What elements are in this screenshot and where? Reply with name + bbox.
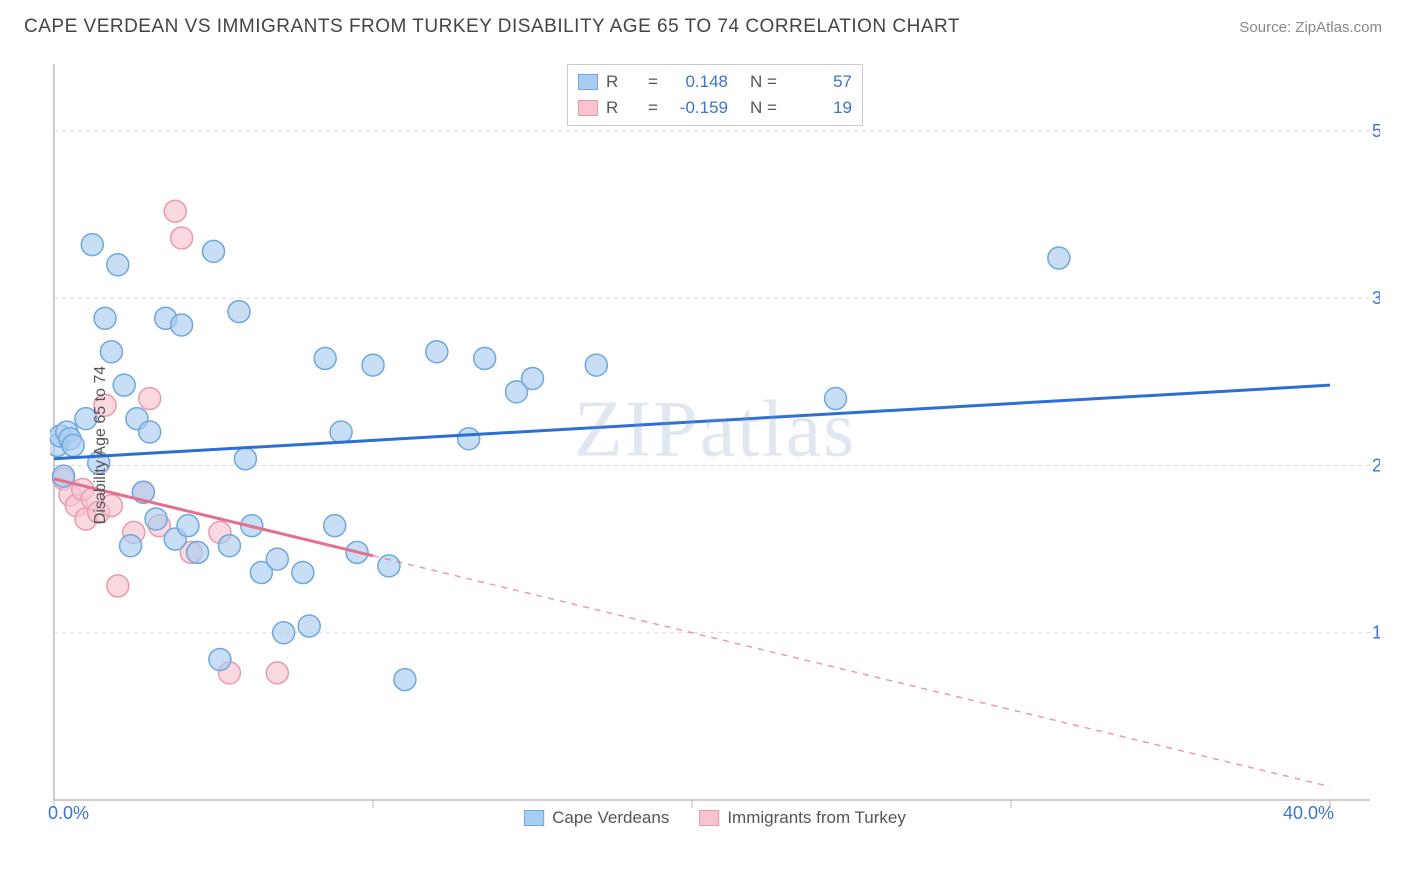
legend-item-pink: Immigrants from Turkey: [699, 808, 906, 828]
legend-label-blue: Cape Verdeans: [552, 808, 669, 828]
svg-text:37.5%: 37.5%: [1372, 288, 1380, 308]
series-legend: Cape Verdeans Immigrants from Turkey: [524, 808, 906, 828]
chart-title: CAPE VERDEAN VS IMMIGRANTS FROM TURKEY D…: [24, 16, 960, 38]
source-attribution: Source: ZipAtlas.com: [1239, 19, 1382, 36]
legend-swatch-pink-icon: [699, 810, 719, 826]
scatter-plot-svg: 12.5% 25.0% 37.5% 50.0%: [50, 60, 1380, 830]
y-axis-label: Disability Age 65 to 74: [92, 366, 110, 524]
n-value-blue: 57: [792, 69, 852, 95]
legend-swatch-blue: [578, 74, 598, 90]
r-value-blue: 0.148: [668, 69, 728, 95]
chart-area: Disability Age 65 to 74 12.5% 25.0% 37.5% 5…: [50, 60, 1380, 830]
r-label: R: [606, 69, 640, 95]
x-tick-max: 40.0%: [1283, 803, 1334, 824]
svg-text:50.0%: 50.0%: [1372, 121, 1380, 141]
svg-text:25.0%: 25.0%: [1372, 455, 1380, 475]
r-label: R: [606, 95, 640, 121]
legend-item-blue: Cape Verdeans: [524, 808, 669, 828]
header: CAPE VERDEAN VS IMMIGRANTS FROM TURKEY D…: [0, 0, 1406, 46]
legend-swatch-pink: [578, 100, 598, 116]
correlation-legend: R = 0.148 N = 57 R = -0.159 N = 19: [567, 64, 863, 126]
n-value-pink: 19: [792, 95, 852, 121]
n-label: N =: [750, 69, 784, 95]
x-tick-min: 0.0%: [48, 803, 89, 824]
source-name: ZipAtlas.com: [1295, 19, 1382, 36]
source-prefix: Source:: [1239, 19, 1295, 36]
legend-swatch-blue-icon: [524, 810, 544, 826]
svg-text:12.5%: 12.5%: [1372, 623, 1380, 643]
legend-row-pink: R = -0.159 N = 19: [578, 95, 852, 121]
legend-label-pink: Immigrants from Turkey: [727, 808, 906, 828]
legend-row-blue: R = 0.148 N = 57: [578, 69, 852, 95]
r-value-pink: -0.159: [668, 95, 728, 121]
n-label: N =: [750, 95, 784, 121]
